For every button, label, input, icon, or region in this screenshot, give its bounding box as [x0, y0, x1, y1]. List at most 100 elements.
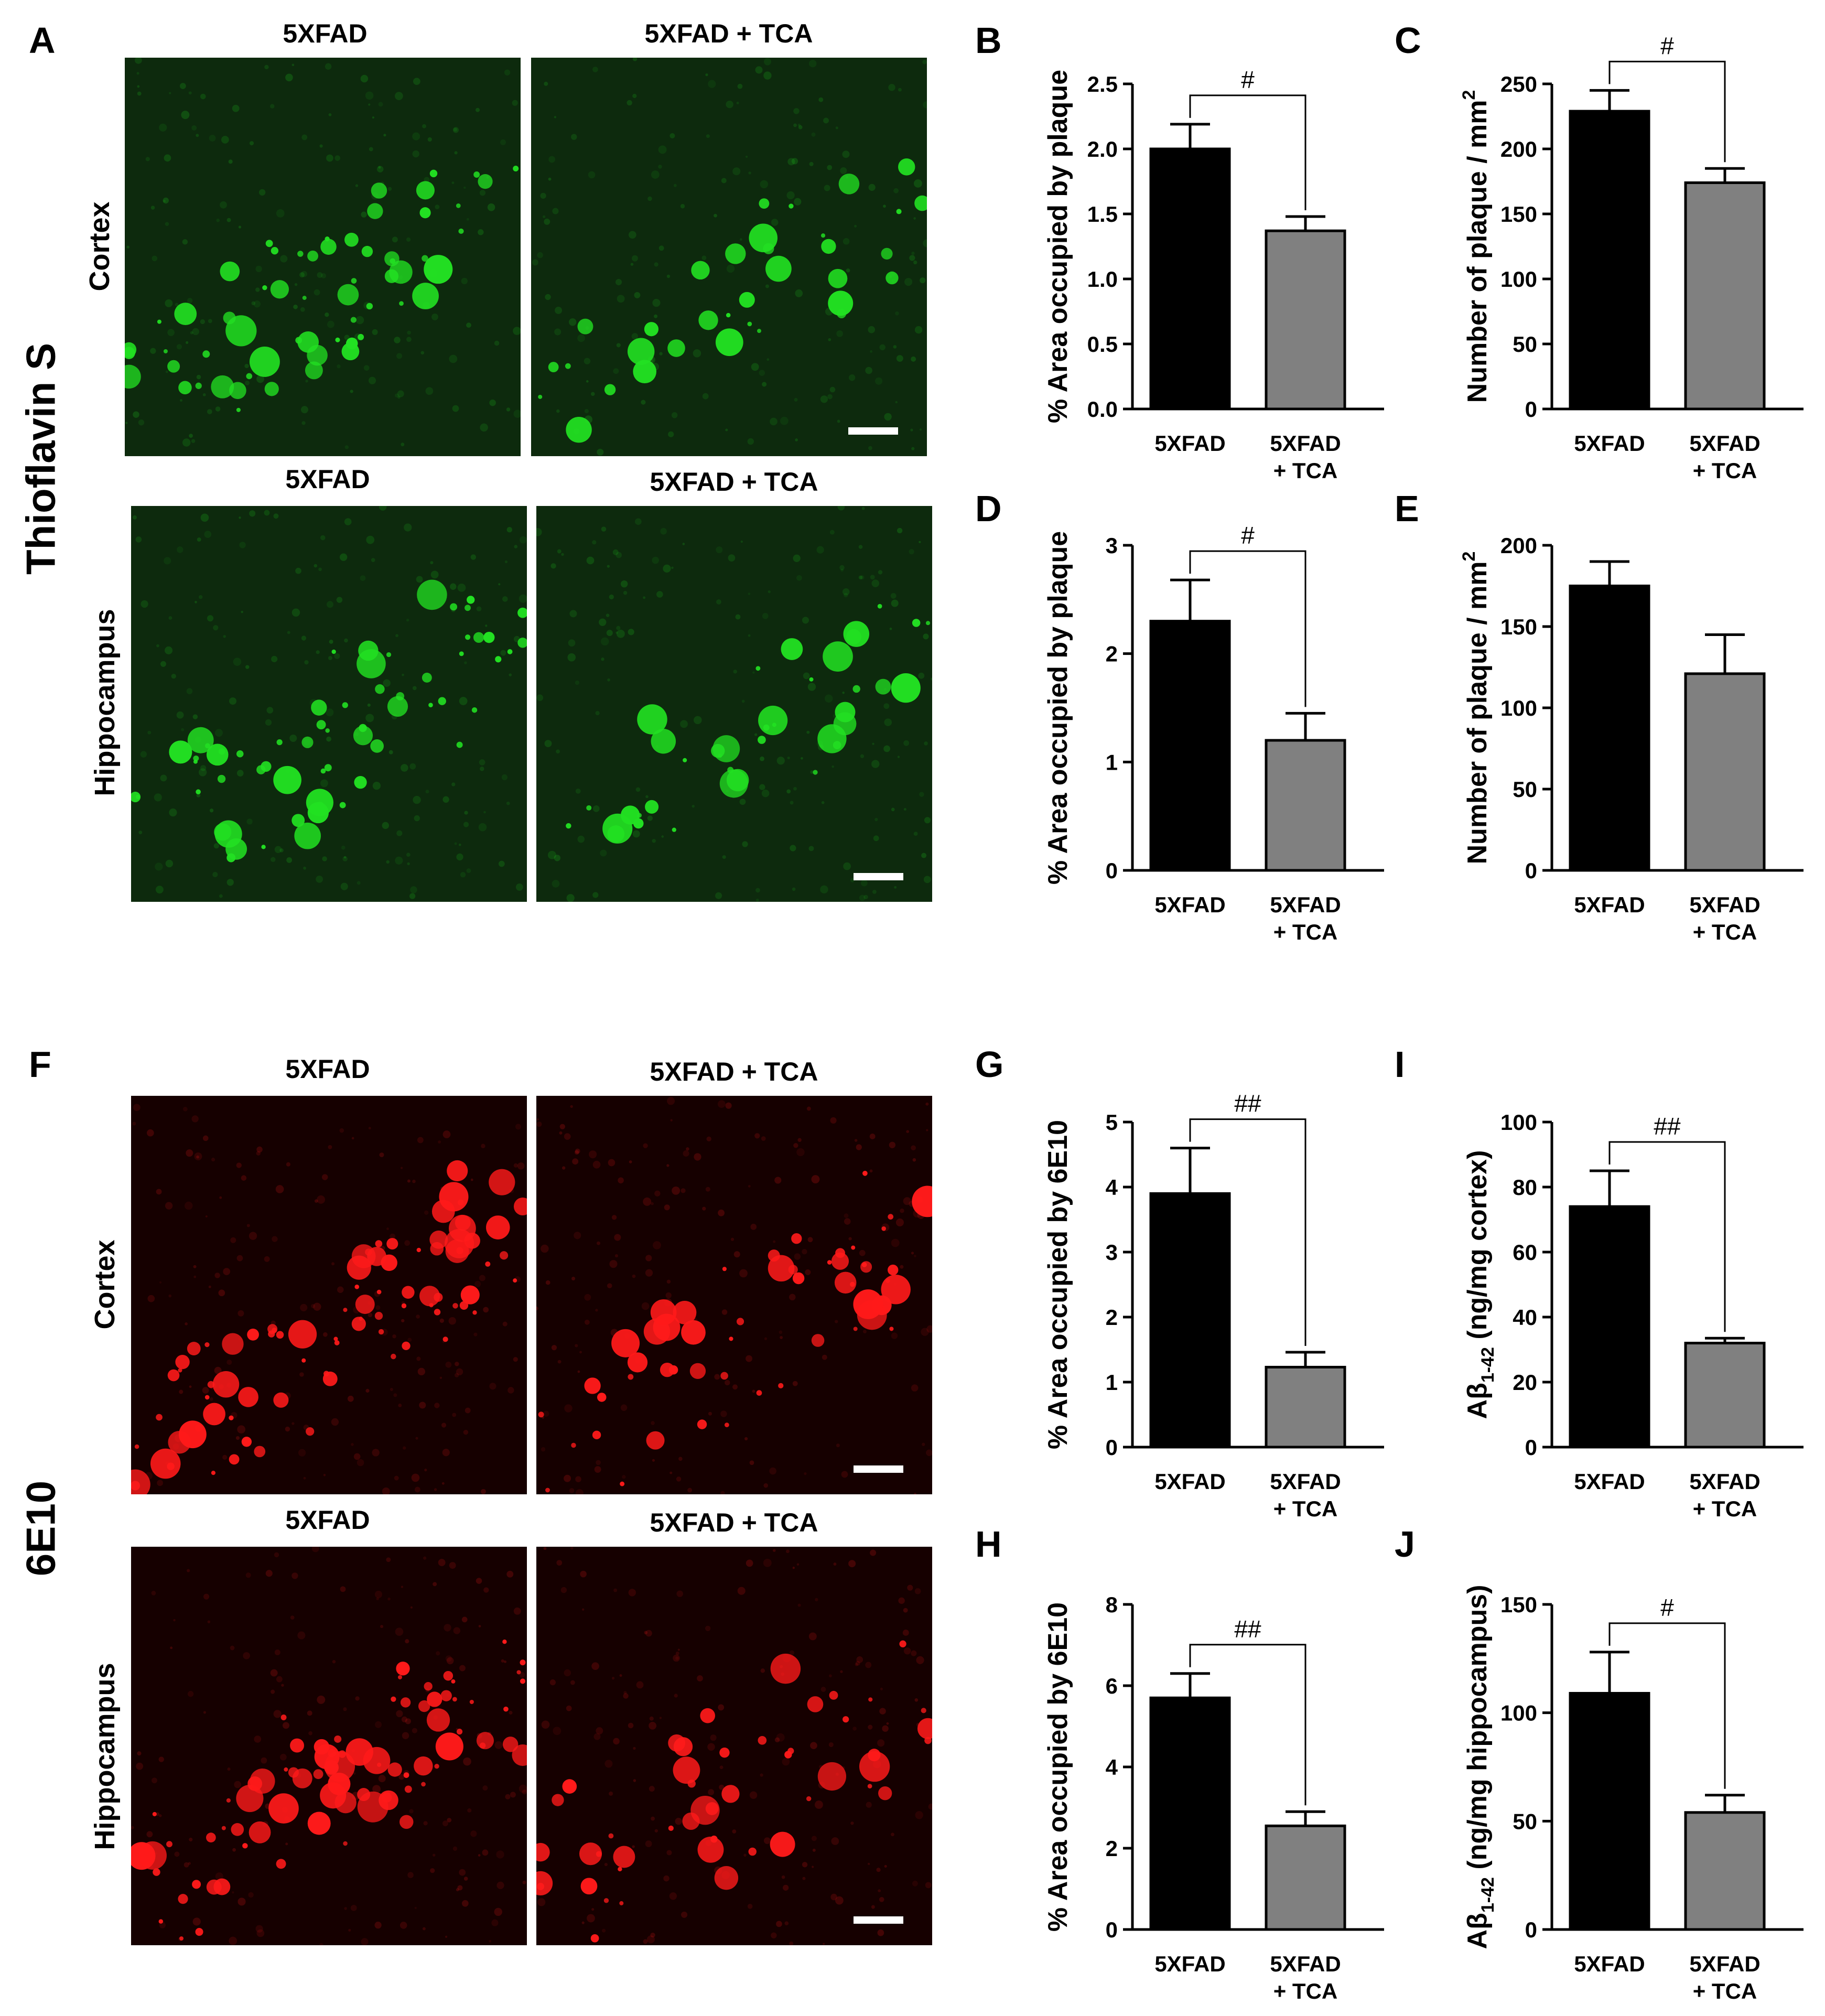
x-category-label: 5XFAD — [1689, 431, 1760, 456]
y-tick-label: 3 — [1106, 1240, 1118, 1265]
x-category-label: 5XFAD — [1574, 1469, 1645, 1494]
column-label-5xfad-tca: 5XFAD + TCA — [650, 1508, 818, 1537]
y-tick-label: 2.5 — [1087, 72, 1118, 96]
significance-bracket — [1189, 1644, 1306, 1806]
bar — [1684, 1811, 1766, 1931]
micrograph-thioflavin-hippocampus-5xfad — [131, 506, 527, 902]
chart-panel-b: 0.0 0.5 1.0 1.5 2.0 2.5 5XFAD 5XFAD + TCA #% Area… — [1028, 31, 1395, 493]
y-tick-label: 1 — [1106, 750, 1118, 774]
chart-panel-c: 0 50 100 150 200 250 5XFAD 5XFAD + TCA # Number of… — [1447, 31, 1814, 493]
y-tick-label: 0 — [1106, 1917, 1118, 1942]
y-tick-label: 100 — [1500, 1701, 1537, 1726]
bar — [1569, 585, 1650, 872]
significance-marker: ## — [1234, 1615, 1261, 1643]
x-category-label: 5XFAD — [1689, 892, 1760, 917]
panel-letter-h: H — [975, 1524, 1002, 1565]
y-tick-label: 4 — [1106, 1755, 1118, 1780]
y-tick-label: 0 — [1525, 858, 1537, 883]
panel-letter-e: E — [1395, 488, 1419, 529]
column-label-5xfad: 5XFAD — [283, 19, 368, 48]
panel-letter-b: B — [975, 20, 1002, 61]
column-label-5xfad: 5XFAD — [285, 465, 370, 494]
y-axis-label: % Area occupied by plaque — [1043, 531, 1073, 885]
x-category-label: 5XFAD — [1270, 1952, 1341, 1976]
panel-letter-i: I — [1395, 1044, 1405, 1085]
x-category-label: + TCA — [1693, 1496, 1757, 1521]
y-tick-label: 0 — [1106, 858, 1118, 883]
y-tick-label: 250 — [1500, 72, 1537, 96]
column-label-5xfad-tca: 5XFAD + TCA — [644, 19, 813, 48]
y-tick-label: 200 — [1500, 137, 1537, 161]
y-tick-label: 0 — [1525, 397, 1537, 422]
y-tick-label: 40 — [1513, 1305, 1537, 1330]
y-axis-label: Number of plaque / mm2 — [1459, 552, 1493, 865]
significance-bracket — [1608, 1622, 1726, 1789]
x-category-label: 5XFAD — [1154, 892, 1225, 917]
micrograph-6e10-cortex-5xfad — [131, 1096, 527, 1494]
x-category-label: 5XFAD — [1270, 1469, 1341, 1494]
region-label-cortex-bottom: Cortex — [89, 1239, 121, 1330]
bar — [1149, 1192, 1231, 1449]
micrograph-6e10-hippocampus-5xfad — [131, 1547, 527, 1945]
y-tick-label: 80 — [1513, 1175, 1537, 1200]
x-category-label: + TCA — [1273, 920, 1338, 944]
x-category-label: 5XFAD — [1574, 892, 1645, 917]
x-category-label: 5XFAD — [1154, 1469, 1225, 1494]
x-category-label: + TCA — [1693, 458, 1757, 483]
significance-marker: # — [1241, 522, 1255, 549]
bar — [1149, 620, 1231, 872]
column-label-5xfad: 5XFAD — [285, 1054, 370, 1084]
significance-bracket — [1608, 60, 1726, 163]
x-category-label: + TCA — [1273, 458, 1338, 483]
x-category-label: 5XFAD — [1689, 1952, 1760, 1976]
chart-panel-d: 0 1 2 3 5XFAD 5XFAD + TCA # % Area occupied by p… — [1028, 493, 1395, 954]
bar — [1684, 1342, 1766, 1449]
y-tick-label: 0 — [1106, 1435, 1118, 1460]
y-axis-label: % Area occupied by 6E10 — [1043, 1120, 1073, 1449]
y-axis-label: Aβ1-42 (ng/mg hippocampus) — [1462, 1585, 1498, 1949]
significance-marker: # — [1660, 32, 1674, 59]
x-category-label: 5XFAD — [1689, 1469, 1760, 1494]
panel-letter-g: G — [975, 1044, 1004, 1085]
region-label-hippocampus-bottom: Hippocampus — [89, 1663, 121, 1850]
stain-label-6e10: 6E10 — [17, 1480, 64, 1577]
micrograph-6e10-cortex-tca — [536, 1096, 932, 1494]
x-category-label: 5XFAD — [1574, 1952, 1645, 1976]
micrograph-6e10-hippocampus-tca — [536, 1547, 932, 1945]
micrograph-thioflavin-hippocampus-tca — [536, 506, 932, 902]
y-tick-label: 2.0 — [1087, 137, 1118, 161]
panel-letter-a: A — [29, 20, 56, 61]
y-tick-label: 100 — [1500, 1110, 1537, 1135]
significance-bracket — [1189, 94, 1306, 210]
chart-panel-j: 0 50 100 150 5XFAD 5XFAD + TCA # Aβ1-42 (ng/mg h… — [1447, 1552, 1814, 2013]
significance-marker: # — [1241, 66, 1255, 93]
y-tick-label: 6 — [1106, 1674, 1118, 1698]
chart-panel-g: 0 1 2 3 4 5 5XFAD 5XFAD + TCA ##% Area occupied b… — [1028, 1070, 1395, 1531]
y-tick-label: 50 — [1513, 777, 1537, 802]
y-tick-label: 5 — [1106, 1110, 1118, 1135]
bar — [1265, 739, 1346, 872]
column-label-5xfad: 5XFAD — [285, 1505, 370, 1535]
micrograph-thioflavin-cortex-5xfad — [125, 58, 521, 456]
bar — [1149, 147, 1231, 411]
y-tick-label: 2 — [1106, 1836, 1118, 1861]
y-tick-label: 1 — [1106, 1370, 1118, 1395]
micrograph-thioflavin-cortex-tca — [531, 58, 927, 456]
significance-bracket — [1189, 550, 1306, 707]
x-category-label: 5XFAD — [1154, 1952, 1225, 1976]
significance-bracket — [1608, 1141, 1726, 1332]
panel-letter-j: J — [1395, 1524, 1415, 1565]
y-tick-label: 200 — [1500, 533, 1537, 558]
y-tick-label: 60 — [1513, 1240, 1537, 1265]
bar — [1569, 1691, 1650, 1931]
bar — [1265, 229, 1346, 411]
y-tick-label: 20 — [1513, 1370, 1537, 1395]
chart-panel-i: 0 20 40 60 80 100 5XFAD 5XFAD + TCA ## Aβ1-42 (ng/… — [1447, 1070, 1814, 1531]
x-category-label: + TCA — [1693, 920, 1757, 944]
y-tick-label: 4 — [1106, 1175, 1118, 1200]
significance-marker: ## — [1234, 1090, 1261, 1117]
bar — [1684, 672, 1766, 872]
y-tick-label: 100 — [1500, 267, 1537, 292]
y-tick-label: 150 — [1500, 202, 1537, 227]
y-tick-label: 150 — [1500, 614, 1537, 639]
